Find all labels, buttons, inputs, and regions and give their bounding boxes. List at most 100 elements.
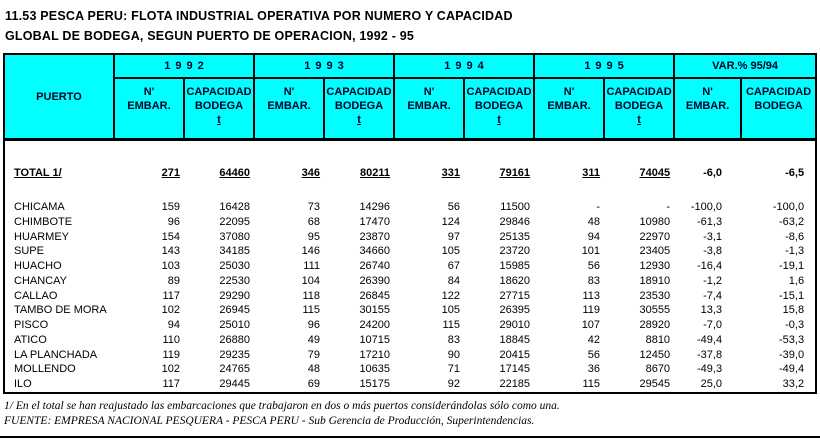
value-cell: 10635: [359, 363, 391, 376]
value-cell: 124: [441, 215, 461, 228]
col-header-puerto: PUERTO: [3, 53, 115, 141]
n-label: N': [702, 86, 713, 98]
year-header-1994: 1994: [393, 53, 536, 79]
value-cell: 17470: [359, 215, 391, 228]
col-header-n-embar-1992: N' EMBAR.: [113, 77, 185, 141]
port-rows: CHICAMA 159 16428 73 14296 56 11500 - - -100,0 -10…: [4, 200, 816, 393]
value-cell: 107: [581, 319, 601, 331]
value-cell: 13,3: [700, 304, 723, 317]
table-row: LA PLANCHADA 119 29235 79 17210 90 20415 56 1245…: [4, 348, 816, 363]
value-cell: 71: [447, 363, 461, 376]
value-cell: 48: [307, 363, 321, 376]
embar-label: EMBAR.: [685, 100, 730, 112]
value-cell: 115: [582, 378, 601, 390]
value-cell: 18910: [639, 274, 671, 287]
value-cell: 83: [447, 333, 461, 346]
value-cell: 22530: [219, 274, 251, 287]
total-value: 80211: [360, 167, 391, 179]
value-cell: -1,2: [703, 274, 723, 287]
port-name-cell: MOLLENDO: [14, 363, 76, 376]
value-cell: 8670: [645, 363, 671, 376]
embar-label: EMBAR.: [127, 100, 171, 112]
port-name-cell: CHANCAY: [14, 274, 67, 287]
value-cell: -39,0: [779, 348, 805, 361]
value-cell: 15175: [359, 378, 391, 390]
value-cell: 27715: [499, 289, 531, 302]
total-value: 74045: [639, 167, 671, 179]
source-note: FUENTE: EMPRESA NACIONAL PESQUERA - PESC…: [4, 414, 535, 427]
bottom-divider: [0, 436, 820, 438]
flota-industrial-table: PUERTO 1992 1993 1994 1995 VAR.% 95/94 N…: [3, 53, 818, 394]
total-value: 64460: [219, 167, 251, 179]
value-cell: 29545: [639, 378, 671, 390]
total-row: TOTAL 1/ 271 64460 346 80211 331 79161 3…: [4, 166, 816, 181]
port-name-cell: CALLAO: [14, 289, 58, 302]
value-cell: 102: [161, 304, 180, 317]
port-name-cell: CHICAMA: [14, 201, 65, 213]
value-cell: 34185: [219, 245, 251, 258]
value-cell: 23405: [639, 245, 671, 258]
value-cell: 24765: [219, 363, 251, 376]
value-cell: -37,8: [696, 348, 723, 361]
unit-t-label: t: [497, 114, 501, 126]
value-cell: 154: [161, 230, 180, 243]
col-header-capacidad-var: CAPACIDAD BODEGA: [740, 77, 818, 141]
value-cell: 92: [447, 378, 461, 390]
table-row: CALLAO 117 29290 118 26845 122 27715 113 23530 -7…: [4, 289, 816, 304]
value-cell: 111: [303, 260, 321, 272]
value-cell: 69: [307, 378, 321, 390]
port-name-cell: TAMBO DE MORA: [14, 304, 107, 317]
unit-t-label: t: [637, 114, 641, 126]
footnotes: 1/ En el total se han reajustado las emb…: [4, 399, 820, 429]
table-header: PUERTO 1992 1993 1994 1995 VAR.% 95/94 N…: [3, 53, 818, 141]
sub-header-row: N' EMBAR. CAPACIDAD BODEGA t N' EMBAR. C…: [4, 77, 818, 141]
table-row: CHANCAY 89 22530 104 26390 84 18620 83 18910 -1,2…: [4, 274, 816, 289]
value-cell: 18845: [499, 333, 531, 346]
value-cell: 17210: [359, 348, 391, 361]
value-cell: 1,6: [788, 274, 805, 287]
port-name-cell: ATICO: [14, 333, 47, 346]
value-cell: 18620: [499, 274, 531, 287]
port-name-cell: SUPE: [14, 245, 44, 258]
value-cell: -61,3: [696, 215, 723, 228]
value-cell: 68: [307, 215, 321, 228]
value-cell: 97: [447, 230, 461, 243]
value-cell: -53,3: [779, 333, 805, 346]
total-value: 346: [301, 167, 321, 179]
value-cell: 34660: [359, 245, 391, 258]
value-cell: 24200: [359, 319, 391, 331]
bodega-label: BODEGA: [194, 100, 244, 112]
total-value: -6,0: [703, 167, 723, 179]
embar-label: EMBAR.: [547, 100, 591, 112]
col-header-n-embar-1994: N' EMBAR.: [393, 77, 466, 141]
year-header-row: PUERTO 1992 1993 1994 1995 VAR.% 95/94: [3, 53, 818, 141]
capacidad-label: CAPACIDAD: [326, 86, 392, 98]
bodega-label: BODEGA: [334, 100, 384, 112]
value-cell: 30555: [639, 304, 671, 317]
col-header-capacidad-1994: CAPACIDAD BODEGA t: [463, 77, 536, 141]
value-cell: 20415: [499, 348, 531, 361]
title-line-1: 11.53 PESCA PERU: FLOTA INDUSTRIAL OPERA…: [5, 9, 513, 23]
value-cell: 110: [162, 333, 180, 346]
capacidad-label: CAPACIDAD: [606, 86, 672, 98]
value-cell: -100,0: [772, 201, 805, 213]
port-name-cell: LA PLANCHADA: [14, 348, 98, 361]
value-cell: -7,0: [703, 319, 723, 331]
capacidad-label: CAPACIDAD: [466, 86, 532, 98]
value-cell: 12450: [639, 348, 671, 361]
value-cell: -3,1: [703, 230, 723, 243]
bodega-label: BODEGA: [474, 100, 524, 112]
col-header-capacidad-1995: CAPACIDAD BODEGA t: [603, 77, 676, 141]
port-name-cell: PISCO: [14, 319, 49, 331]
n-label: N': [563, 86, 575, 98]
value-cell: 29235: [219, 348, 251, 361]
value-cell: 49: [307, 333, 321, 346]
value-cell: 10980: [639, 215, 671, 228]
value-cell: 15,8: [782, 304, 805, 317]
page-title: 11.53 PESCA PERU: FLOTA INDUSTRIAL OPERA…: [0, 0, 820, 46]
table-row: MOLLENDO 102 24765 48 10635 71 17145 36 8670 -49,…: [4, 362, 816, 377]
year-header-1993: 1993: [253, 53, 396, 79]
value-cell: 90: [447, 348, 461, 361]
value-cell: 117: [162, 289, 180, 302]
port-name-cell: HUARMEY: [14, 230, 70, 243]
